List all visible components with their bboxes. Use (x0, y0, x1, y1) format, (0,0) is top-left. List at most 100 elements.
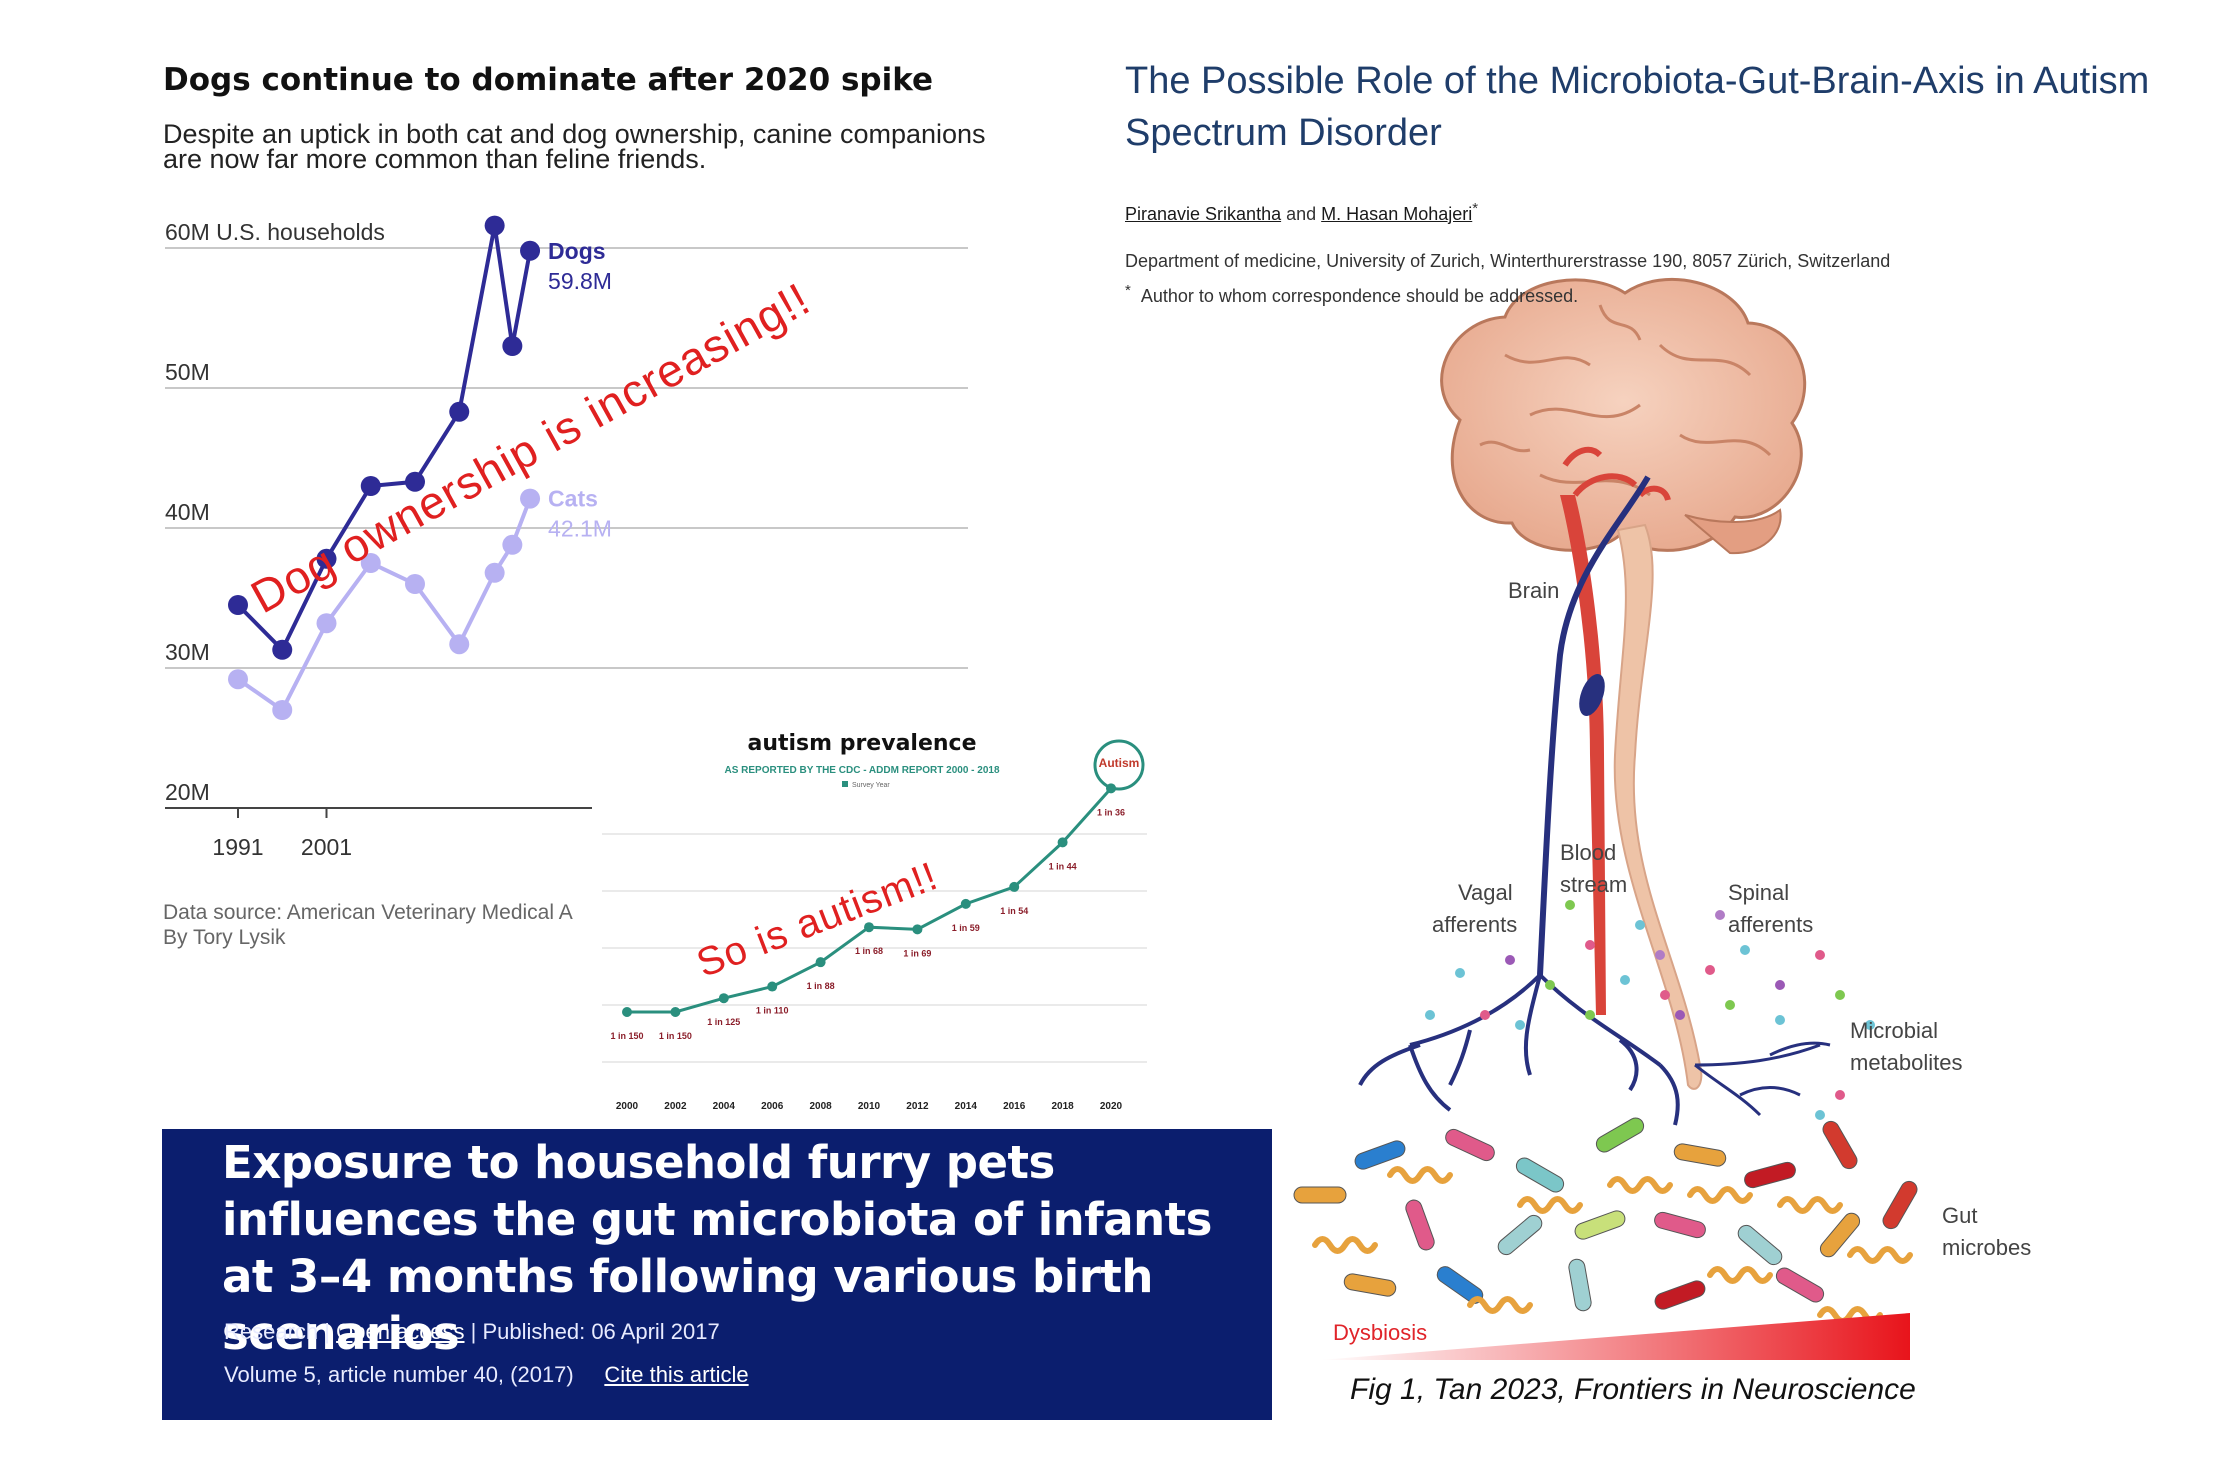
x-tick-label: 2001 (301, 834, 352, 860)
microbe-rod (1595, 1117, 1645, 1153)
microbe-rod (1654, 1280, 1706, 1310)
data-point (1057, 837, 1068, 848)
author-link[interactable]: Piranavie Srikantha (1125, 204, 1282, 224)
x-tick-label: 2020 (1100, 1101, 1123, 1112)
microbe-rod (1737, 1224, 1783, 1266)
microbe-rod (1405, 1199, 1435, 1251)
data-point (622, 1007, 632, 1017)
microbe-rod (1293, 1186, 1347, 1204)
metabolite-dot (1505, 955, 1515, 965)
metabolite-dot (1835, 1090, 1845, 1100)
open-access-link[interactable]: Open access (336, 1319, 465, 1344)
data-point (484, 215, 505, 236)
article-authors: Piranavie Srikantha and M. Hasan Mohajer… (1125, 200, 1479, 224)
x-tick-label: 2008 (809, 1101, 832, 1112)
label-blood: Blood stream (1560, 840, 1628, 897)
data-label: 1 in 125 (707, 1017, 740, 1027)
microbe-rod (1819, 1212, 1861, 1258)
microbe-rod (1515, 1157, 1565, 1193)
author-link[interactable]: M. Hasan Mohajeri (1321, 204, 1473, 224)
autism-line-chart: autism prevalence AS REPORTED BY THE CDC … (602, 731, 1147, 1112)
spinal-cord (1613, 523, 1703, 1090)
microbe-rod (1673, 1143, 1727, 1167)
published-date: Published: 06 April 2017 (482, 1319, 720, 1344)
article-affiliation: Department of medicine, University of Zu… (1125, 251, 1891, 271)
microbe-rod (1497, 1214, 1543, 1256)
data-point (405, 471, 425, 492)
author-line: By Tory Lysik (163, 926, 286, 949)
microbe-rod (1654, 1211, 1706, 1239)
microbe-spiral (1607, 1176, 1673, 1194)
metabolite-dot (1675, 1010, 1685, 1020)
microbe-rod (1775, 1267, 1825, 1303)
y-tick-label: 20M (165, 779, 210, 805)
data-point (360, 553, 381, 573)
autism-badge (1093, 739, 1145, 791)
data-point (316, 613, 337, 634)
x-tick-label: 2018 (1051, 1101, 1074, 1112)
legend-swatch (842, 781, 848, 787)
blood-vessel-branch (1562, 446, 1671, 502)
data-label: 1 in 59 (952, 923, 980, 933)
microbe-spiral (1707, 1266, 1773, 1284)
x-tick-label: 2004 (713, 1101, 736, 1112)
paper-banner: Exposure to household furry pets influen… (162, 1129, 1272, 1420)
metabolite-dot (1565, 900, 1575, 910)
data-point (767, 981, 778, 992)
label-brain: Brain (1508, 578, 1560, 603)
autism-badge-text: Autism (1099, 756, 1140, 770)
microbe-spiral (1517, 1196, 1583, 1214)
data-point (502, 534, 523, 555)
dysbiosis-gradient (1320, 1313, 1910, 1360)
data-point (815, 957, 826, 968)
chart-subtitle: AS REPORTED BY THE CDC - ADDM REPORT 200… (724, 765, 999, 776)
metabolite-dot (1715, 910, 1725, 920)
data-point (228, 595, 248, 615)
metabolite-dot (1815, 1110, 1825, 1120)
label-dysbiosis: Dysbiosis (1333, 1320, 1428, 1345)
gut-brain-axis-diagram (1293, 278, 1918, 1360)
brain-illustration (1440, 278, 1807, 555)
data-point (228, 669, 248, 690)
label-microbial: Microbial metabolites (1850, 1018, 1963, 1075)
data-point (912, 924, 923, 935)
data-point (520, 488, 541, 509)
chart-title: autism prevalence (747, 731, 976, 756)
data-label: 1 in 36 (1097, 807, 1125, 817)
chart-source: Data source: American Veterinary Medical… (163, 900, 573, 950)
microbe-spiral (1687, 1186, 1753, 1204)
data-point (484, 562, 505, 583)
data-point (670, 1007, 681, 1017)
metabolite-dot (1480, 1010, 1490, 1020)
y-tick-label: 40M (165, 499, 210, 525)
microbial-metabolites (1425, 900, 1875, 1120)
x-tick-label: 2014 (955, 1101, 978, 1112)
dog-cat-line-chart: 20M 30M 40M 50M 60M U.S. households 1991 2001 C… (165, 215, 968, 860)
correspondence-note: * Author to whom correspondence should b… (1125, 282, 1579, 306)
series-end-value: 59.8M (548, 268, 612, 294)
microbe-rod (1445, 1128, 1495, 1162)
paper-volume-row: Volume 5, article number 40, (2017) Cite… (224, 1362, 749, 1388)
volume-info: Volume 5, article number 40, (2017) (224, 1362, 574, 1387)
chart-title: Dogs continue to dominate after 2020 spi… (163, 62, 934, 98)
metabolite-dot (1775, 980, 1785, 990)
metabolite-dot (1655, 950, 1665, 960)
data-label: 1 in 150 (659, 1031, 692, 1041)
data-point (520, 240, 541, 261)
cite-article-link[interactable]: Cite this article (604, 1362, 749, 1387)
blood-vessel (1560, 495, 1606, 1015)
vagus-nerve (1537, 475, 1651, 976)
data-point (360, 476, 381, 496)
metabolite-dot (1515, 1020, 1525, 1030)
data-point (1009, 881, 1020, 892)
microbe-spiral (1847, 1246, 1913, 1264)
series-label: Cats (548, 486, 598, 512)
microbe-rod (1568, 1258, 1592, 1312)
metabolite-dot (1815, 950, 1825, 960)
microbe-spiral (1777, 1196, 1843, 1214)
data-label: 1 in 44 (1049, 861, 1077, 871)
series-label: Dogs (548, 238, 606, 264)
metabolite-dot (1725, 1000, 1735, 1010)
data-label: 1 in 110 (756, 1006, 789, 1016)
data-point (316, 548, 337, 569)
